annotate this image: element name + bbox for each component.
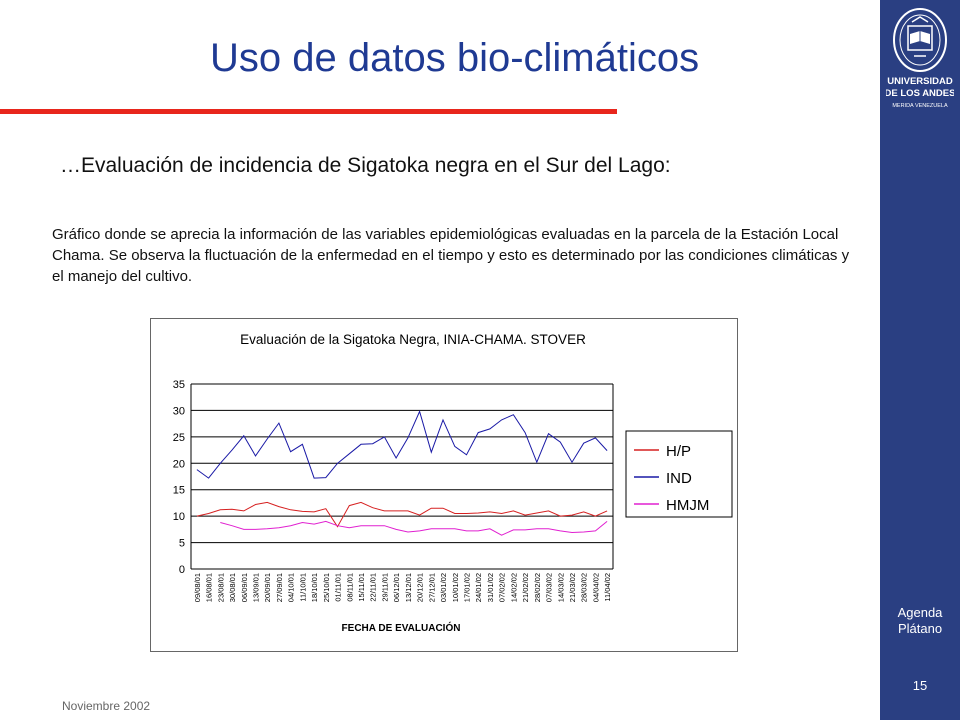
y-tick-label: 5 — [179, 538, 185, 550]
title-underline — [0, 109, 617, 114]
x-tick-label: 15/11/01 — [357, 573, 366, 602]
x-tick-label: 28/02/02 — [533, 573, 542, 602]
x-tick-label: 27/12/01 — [427, 573, 436, 602]
legend-label: H/P — [666, 443, 691, 460]
x-tick-label: 04/10/01 — [287, 573, 296, 602]
x-tick-label: 28/03/02 — [580, 573, 589, 602]
x-tick-label: 11/04/02 — [603, 573, 612, 602]
y-tick-label: 30 — [173, 405, 185, 417]
legend-label: IND — [666, 470, 692, 487]
nav-platano-link[interactable]: Plátano — [897, 621, 943, 636]
sidebar — [880, 0, 960, 720]
series-line-hmjm — [220, 520, 608, 536]
side-nav: Agenda Plátano — [880, 605, 960, 637]
sigatoka-line-chart: Evaluación de la Sigatoka Negra, INIA-CH… — [173, 332, 733, 634]
y-tick-label: 25 — [173, 432, 185, 444]
logo-line-1: UNIVERSIDAD — [887, 76, 953, 87]
y-tick-label: 0 — [179, 564, 185, 576]
legend-box — [625, 430, 733, 518]
y-tick-label: 35 — [173, 379, 185, 391]
x-tick-label: 13/12/01 — [404, 573, 413, 602]
x-tick-label: 22/11/01 — [369, 573, 378, 602]
logo-line-2: DE LOS ANDES — [886, 88, 954, 99]
series-line-ind — [196, 410, 608, 479]
x-tick-label: 20/12/01 — [416, 573, 425, 602]
y-tick-label: 15 — [173, 485, 185, 497]
x-tick-label: 24/01/02 — [474, 573, 483, 602]
x-tick-label: 21/02/02 — [521, 573, 530, 602]
x-tick-label: 20/09/01 — [263, 573, 272, 602]
x-axis-label: FECHA DE EVALUACIÓN — [342, 621, 461, 634]
slide-subtitle: …Evaluación de incidencia de Sigatoka ne… — [60, 154, 671, 177]
x-tick-label: 03/01/02 — [439, 573, 448, 602]
x-tick-label: 27/09/01 — [275, 573, 284, 602]
x-tick-label: 07/02/02 — [498, 573, 507, 602]
x-tick-label: 06/12/01 — [392, 573, 401, 602]
university-logo: UNIVERSIDAD DE LOS ANDES MERIDA VENEZUEL… — [886, 8, 954, 109]
x-tick-label: 17/01/02 — [462, 573, 471, 602]
y-tick-label: 20 — [173, 458, 185, 470]
x-tick-label: 18/10/01 — [310, 573, 319, 602]
x-tick-label: 11/10/01 — [298, 573, 307, 602]
nav-agenda-link[interactable]: Agenda — [897, 605, 943, 620]
logo-line-3: MERIDA VENEZUELA — [892, 103, 948, 109]
legend-label: HMJM — [666, 497, 709, 514]
x-tick-label: 07/03/02 — [545, 573, 554, 602]
x-tick-label: 13/09/01 — [251, 573, 260, 602]
university-seal-icon — [893, 8, 947, 72]
x-tick-label: 01/11/01 — [334, 573, 343, 602]
y-tick-label: 10 — [173, 511, 185, 523]
slide-title: Uso de datos bio-climáticos — [210, 36, 700, 80]
series-line-h-p — [196, 501, 608, 528]
footer-date: Noviembre 2002 — [62, 699, 151, 713]
chart-frame: Evaluación de la Sigatoka Negra, INIA-CH… — [150, 318, 738, 652]
x-tick-label: 14/02/02 — [509, 573, 518, 602]
x-tick-label: 31/01/02 — [486, 573, 495, 602]
x-tick-label: 29/11/01 — [380, 573, 389, 602]
x-tick-label: 16/08/01 — [205, 573, 214, 602]
x-tick-label: 10/01/02 — [451, 573, 460, 602]
x-tick-label: 25/10/01 — [322, 573, 331, 602]
x-tick-label: 30/08/01 — [228, 573, 237, 602]
chart-title: Evaluación de la Sigatoka Negra, INIA-CH… — [240, 332, 586, 347]
x-tick-label: 04/04/02 — [591, 573, 600, 602]
x-tick-label: 09/08/01 — [193, 573, 202, 602]
slide-description: Gráfico donde se aprecia la información … — [52, 226, 850, 285]
x-tick-label: 21/03/02 — [568, 573, 577, 602]
x-tick-label: 06/09/01 — [240, 573, 249, 602]
page-number: 15 — [912, 678, 928, 693]
x-tick-label: 14/03/02 — [556, 573, 565, 602]
x-tick-label: 08/11/01 — [345, 573, 354, 602]
x-tick-label: 23/08/01 — [216, 573, 225, 602]
